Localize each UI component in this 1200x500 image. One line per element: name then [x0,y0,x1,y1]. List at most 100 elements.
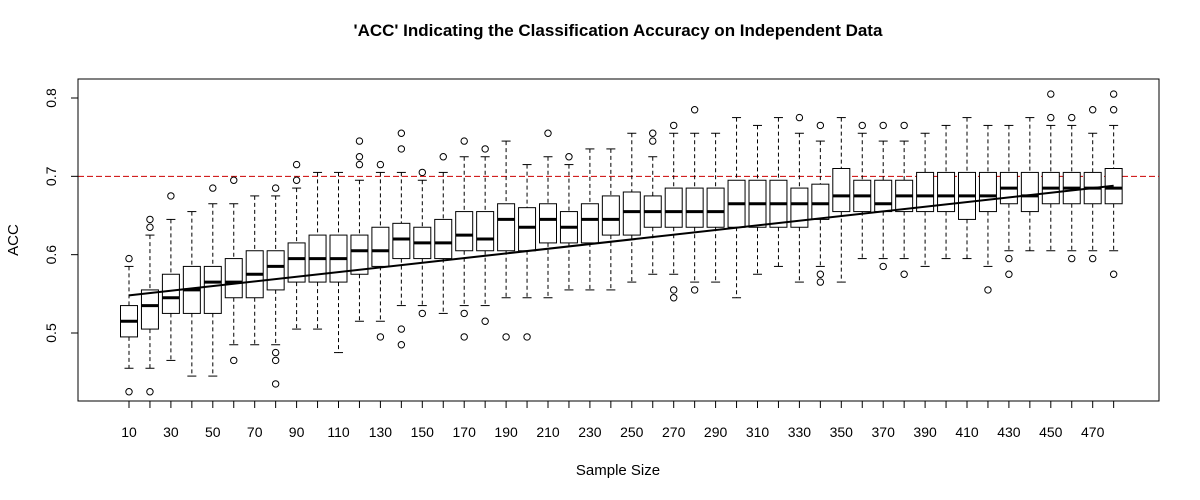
outlier-point [418,309,426,318]
box-iqr [287,242,306,283]
outlier-point [125,254,133,263]
x-tick-label: 370 [872,424,896,440]
box-iqr [371,226,390,267]
x-tick-label: 470 [1081,424,1105,440]
y-tick-label: 0.6 [43,245,59,265]
box-iqr [916,171,935,213]
outlier-point [984,286,992,294]
box-450 [1041,90,1060,252]
x-tick-label: 270 [662,424,686,440]
box-iqr [539,203,557,244]
outlier-point [900,270,908,278]
outlier-point [1047,113,1055,122]
box-300 [727,117,746,299]
outlier-point [481,317,489,325]
box-iqr [685,187,704,228]
outlier-point [816,121,825,130]
outlier-point [209,184,217,192]
x-tick-label: 10 [121,424,137,440]
box-310 [748,124,767,275]
box-460 [1062,113,1081,263]
x-tick-label: 430 [997,424,1021,440]
box-210 [539,129,557,299]
outlier-point [397,341,406,349]
outlier-point [816,278,825,286]
box-iqr [140,289,159,330]
outlier-point [418,168,426,177]
outlier-point [858,121,866,130]
y-axis-label: ACC [5,224,22,256]
x-tick-label: 290 [704,424,728,440]
outlier-point [565,153,573,161]
box-iqr [203,265,222,314]
box-230 [580,148,599,291]
outlier-point [1109,270,1118,278]
outlier-point [670,121,678,130]
box-440 [1020,117,1039,252]
box-iqr [497,203,516,252]
outlier-point [1089,106,1097,114]
outlier-point [649,129,657,137]
box-10 [120,254,138,396]
box-iqr [161,273,180,314]
box-20 [140,215,159,396]
box-iqr [664,187,683,228]
x-tick-label: 330 [788,424,812,440]
x-axis: 10 30 50 70 90 110 130 150 170 190 210 230 250 270 290… [121,400,1115,440]
outlier-point [146,223,154,231]
outlier-point [397,145,406,153]
outlier-point [439,153,447,161]
box-iqr [706,187,725,228]
box-400 [937,124,956,260]
box-480 [1104,90,1123,278]
box-50 [203,184,222,377]
box-410 [958,117,976,260]
outlier-point [460,137,468,145]
outlier-point [271,356,280,365]
y-tick-label: 0.8 [43,88,59,108]
outlier-point [502,333,510,341]
box-iqr [978,171,997,213]
box-iqr [790,187,809,228]
trend-line-layer [128,184,1114,297]
outlier-point [1068,254,1076,263]
outlier-point [271,184,280,192]
x-tick-label: 210 [536,424,560,440]
box-iqr [266,250,285,291]
outlier-point [271,380,280,388]
x-tick-label: 230 [578,424,602,440]
box-220 [559,153,578,291]
x-tick-label: 90 [289,424,305,440]
box-470 [1083,106,1102,263]
box-iqr [601,195,620,236]
outlier-point [397,129,406,137]
outlier-point [1068,113,1076,122]
box-150 [413,168,432,318]
y-tick-label: 0.7 [43,166,59,186]
box-iqr [622,191,641,236]
outlier-point [460,333,468,341]
outlier-point [292,160,301,169]
x-tick-label: 250 [620,424,644,440]
outlier-point [1005,254,1013,263]
box-iqr [874,179,893,213]
box-iqr [832,168,851,213]
outlier-point [146,215,154,224]
outlier-point [544,129,552,137]
outlier-point [481,145,489,153]
box-iqr [580,203,599,244]
outlier-point [690,286,699,294]
outlier-point [1089,254,1097,263]
outlier-point [649,137,657,145]
box-330 [790,113,809,283]
box-380 [895,121,914,278]
x-tick-label: 150 [411,424,435,440]
outlier-point [146,388,154,396]
box-290 [706,132,725,283]
trend-line [128,184,1114,297]
x-tick-label: 170 [453,424,477,440]
box-140 [392,129,411,349]
x-tick-label: 410 [955,424,979,440]
box-iqr [1020,171,1039,213]
box-280 [685,106,704,294]
